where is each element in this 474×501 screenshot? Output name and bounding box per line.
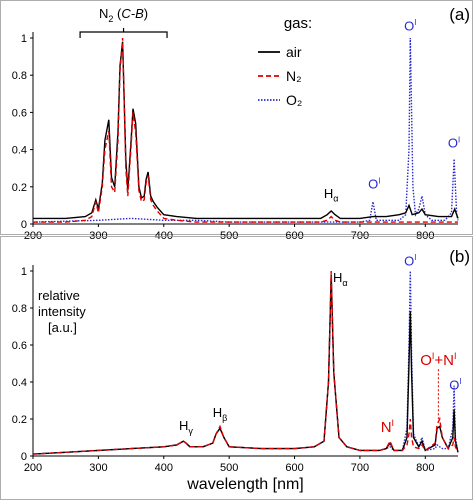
annotation-label: NI​: [381, 418, 394, 436]
series-line-air: [33, 41, 459, 220]
annotation-label: N2 (C-B): [99, 6, 148, 24]
x-tick-label: 600: [285, 462, 303, 474]
y-tick-label: 0.6: [12, 107, 27, 119]
n2-band-bracket: [79, 28, 168, 38]
x-tick-label: 400: [155, 462, 173, 474]
x-tick-label: 300: [89, 230, 107, 242]
legend-entry: O₂: [286, 92, 302, 108]
annotation-label: Hα​: [324, 186, 339, 204]
y-tick-label: 0: [21, 219, 27, 231]
y-tick-label: 0: [21, 451, 27, 463]
y-tick-label: 0.2: [12, 182, 27, 194]
panel-b: 0 0.2 0.4 0.6 0.8 1 200 300 400 500 600 700 800 (b) Hγ…: [0, 236, 473, 500]
y-tick-label: 0.6: [12, 340, 27, 352]
panel-a: 0 0.2 0.4 0.6 0.8 1 200 300 400 500 600 700 800 (a) N2…: [0, 0, 473, 242]
y-tick-label: 0.2: [12, 414, 27, 426]
y-axis-label: relative intensity [a.u.]: [38, 288, 86, 335]
x-tick-label: 200: [24, 462, 42, 474]
legend-title: gas:: [284, 15, 312, 32]
x-tick-label: 800: [416, 230, 434, 242]
series-line-air: [32, 274, 459, 455]
series-line-o2: [32, 270, 459, 455]
annotation-label: OI​: [449, 377, 461, 392]
x-tick-label: 500: [220, 462, 238, 474]
x-axis-label: wavelength [nm]: [186, 476, 304, 493]
x-tick-label: 700: [351, 230, 369, 242]
y-tick-label: 0.8: [12, 303, 27, 315]
y-tick-label: 0.4: [12, 145, 27, 157]
annotation-label: Hα​: [333, 270, 348, 288]
annotation-label: OI​: [368, 176, 380, 191]
panel-label: (b): [449, 247, 470, 266]
y-tick-label: 1: [21, 266, 27, 278]
legend-entry: N₂: [286, 68, 302, 84]
x-tick-label: 800: [416, 462, 434, 474]
x-tick-label: 700: [351, 462, 369, 474]
x-tick-label: 500: [220, 230, 238, 242]
annotation-label: OI​: [404, 18, 416, 33]
panel-frame: [0, 0, 473, 235]
annotation-label: Hγ​: [179, 418, 193, 436]
x-tick-label: 400: [155, 230, 173, 242]
annotation-label: OI​+NI​: [420, 351, 456, 369]
y-tick-label: 1: [21, 33, 27, 45]
panel-label: (a): [449, 5, 470, 24]
annotation-label: OI​: [448, 135, 460, 150]
series-line-n2: [32, 270, 459, 455]
legend-entry: air: [286, 44, 302, 60]
annotation-label: OI​: [404, 253, 416, 268]
x-tick-label: 600: [285, 230, 303, 242]
panel-frame: [0, 236, 473, 500]
y-tick-label: 0.4: [12, 377, 27, 389]
series-line-o2: [32, 37, 459, 223]
series-line-n2: [33, 37, 458, 223]
y-tick-label: 0.8: [12, 70, 27, 82]
x-tick-label: 300: [89, 462, 107, 474]
annotation-label: Hβ​: [213, 405, 228, 423]
x-tick-label: 200: [24, 230, 42, 242]
